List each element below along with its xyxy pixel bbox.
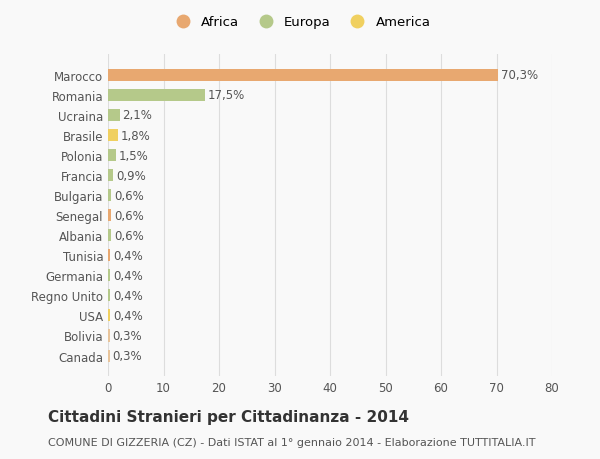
Text: 0,4%: 0,4% (113, 249, 143, 262)
Bar (108, 270, 110, 282)
Text: 0,4%: 0,4% (113, 309, 143, 322)
Bar (108, 70, 498, 82)
Text: 0,6%: 0,6% (114, 229, 144, 242)
Text: Cittadini Stranieri per Cittadinanza - 2014: Cittadini Stranieri per Cittadinanza - 2… (48, 409, 409, 425)
Text: 70,3%: 70,3% (501, 69, 538, 82)
Bar (108, 310, 110, 322)
Text: 1,5%: 1,5% (119, 149, 149, 162)
Text: 17,5%: 17,5% (208, 89, 245, 102)
Text: 0,9%: 0,9% (116, 169, 146, 182)
Bar (108, 230, 112, 242)
Text: 0,3%: 0,3% (112, 329, 142, 342)
Text: COMUNE DI GIZZERIA (CZ) - Dati ISTAT al 1° gennaio 2014 - Elaborazione TUTTITALI: COMUNE DI GIZZERIA (CZ) - Dati ISTAT al … (48, 437, 536, 448)
Text: 0,4%: 0,4% (113, 289, 143, 302)
Text: 0,3%: 0,3% (112, 349, 142, 362)
Text: 2,1%: 2,1% (122, 109, 152, 122)
Text: 1,8%: 1,8% (121, 129, 151, 142)
Bar (108, 250, 110, 262)
Bar (108, 290, 110, 302)
Bar (108, 330, 110, 342)
Text: 0,6%: 0,6% (114, 189, 144, 202)
Bar (108, 210, 112, 222)
Text: 0,4%: 0,4% (113, 269, 143, 282)
Bar (108, 130, 118, 142)
Bar (108, 350, 110, 362)
Bar (108, 170, 113, 182)
Bar (108, 190, 112, 202)
Bar (108, 110, 119, 122)
Text: 0,6%: 0,6% (114, 209, 144, 222)
Bar (108, 90, 205, 102)
Legend: Africa, Europa, America: Africa, Europa, America (164, 11, 436, 35)
Bar (108, 150, 116, 162)
